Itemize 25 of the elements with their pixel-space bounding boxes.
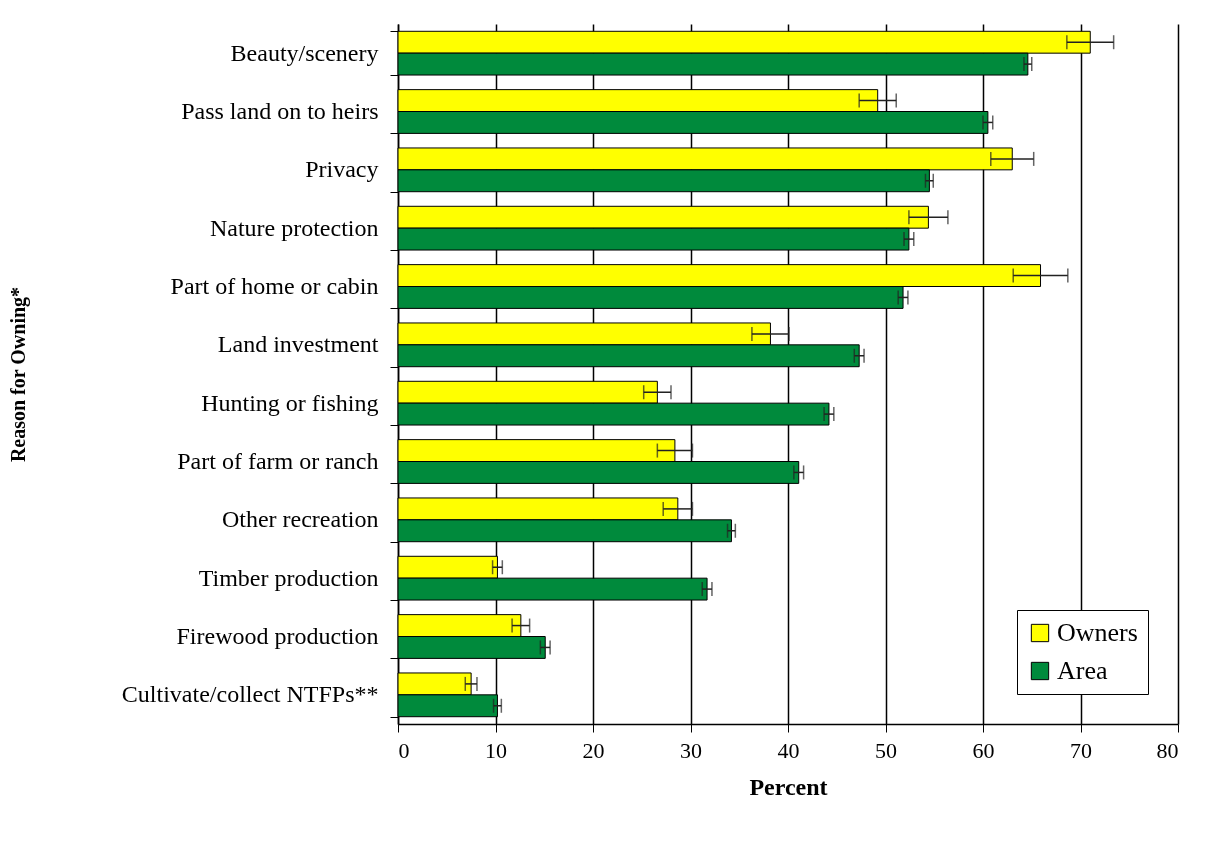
y-tick-label: Beauty/scenery [230,39,379,66]
x-tick-label: 0 [398,737,410,763]
x-tick-label: 30 [680,737,702,763]
y-tick-label: Cultivate/collect NTFPs** [121,681,379,708]
x-tick-label: 20 [582,737,605,763]
y-tick-label: Privacy [305,156,379,183]
y-tick-label: Land investment [217,331,379,358]
x-tick-label: 40 [777,737,800,763]
y-tick-label: Other recreation [221,506,379,533]
y-tick-label: Firewood production [176,623,379,649]
y-tick-label: Part of home or cabin [170,273,379,299]
legend-label: Owners [1057,618,1138,647]
y-tick-label: Hunting or fishing [201,389,379,416]
y-tick-label: Nature protection [209,214,379,241]
x-tick-label: 80 [1156,737,1179,763]
x-tick-label: 70 [1070,737,1092,763]
x-tick-label: 50 [875,737,897,763]
x-axis-title: Percent [749,773,828,800]
y-tick-label: Timber production [198,564,379,591]
x-tick-label: 60 [972,737,995,763]
x-tick-label: 10 [485,737,507,763]
legend-label: Area [1057,656,1108,685]
y-tick-label: Part of farm or ranch [177,448,379,474]
y-axis-title: Reason for Owning* [6,286,30,463]
y-tick-label: Pass land on to heirs [181,98,379,124]
